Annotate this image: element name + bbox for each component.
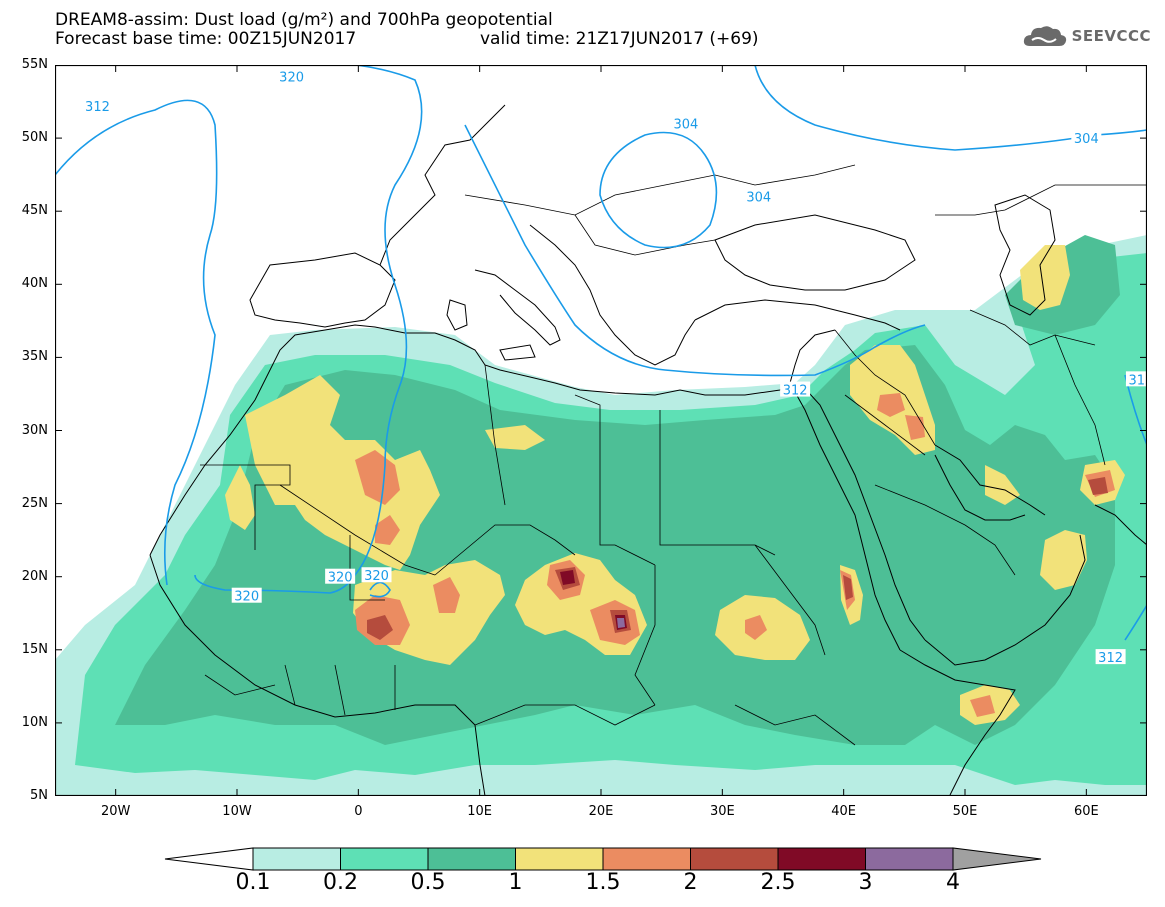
contour-312-central (464, 124, 926, 377)
contour-320 (194, 65, 423, 594)
forecast-base-time: Forecast base time: 00Z15JUN2017 (55, 29, 357, 49)
cloud-icon (1023, 26, 1066, 46)
dust-level-1-oman (1040, 530, 1087, 590)
contour-label: 304 (1074, 132, 1099, 147)
contour-label: 320 (234, 590, 259, 605)
coastlines (149, 104, 1147, 796)
lat-label: 10N (21, 714, 48, 730)
lat-label: 40N (21, 276, 48, 292)
contour-label: 312 (85, 100, 110, 115)
contour-label: 312 (783, 384, 808, 399)
lon-label: 30E (709, 804, 735, 819)
colorbar-low-arrow (164, 847, 254, 871)
lon-label: 40E (831, 804, 857, 819)
map-title: DREAM8-assim: Dust load (g/m²) and 700hP… (55, 10, 553, 30)
dust-shading (55, 235, 1147, 796)
colorbar-box (865, 847, 954, 871)
seevccc-logo: SEEVCCC (1022, 24, 1151, 48)
dust-level-1-caspian (1020, 245, 1070, 310)
dust-level-1-gulf (985, 465, 1020, 505)
contour-label: 312 (1129, 373, 1147, 388)
contour-label-bg (361, 567, 392, 583)
borders (200, 164, 1147, 746)
dust-level-2-e (843, 575, 853, 600)
colorbar-label: 0.2 (323, 870, 358, 895)
colorbar-box (690, 847, 779, 871)
valid-time: valid time: 21Z17JUN2017 (+69) (480, 29, 759, 49)
lat-label: 15N (21, 641, 48, 657)
colorbar-label: 4 (946, 870, 960, 895)
contour-label: 320 (279, 71, 304, 86)
dust-level-1.5-b (375, 515, 400, 545)
colorbar-box (515, 847, 604, 871)
dust-level-2.5-a (560, 570, 575, 585)
contour-label-bg (1125, 371, 1147, 387)
dust-level-2-a (367, 615, 393, 640)
colorbar-high-arrow (952, 847, 1042, 871)
contour-label: 320 (364, 569, 389, 584)
contour-label-bg (276, 68, 307, 84)
dust-level-1.5-j (970, 695, 995, 717)
contour-312-se (1124, 604, 1147, 641)
contour-label: 304 (674, 117, 699, 132)
contour-304-ring (599, 131, 718, 249)
logo-text: SEEVCCC (1071, 27, 1151, 45)
colorbar-label: 2.5 (760, 870, 796, 895)
dust-level-1.5-l (745, 615, 767, 640)
contour-label-bg (1095, 649, 1126, 665)
contour-labels: 312 320 304 304 304 312 312 320 320 320 312 (82, 68, 1147, 666)
lat-label: 30N (21, 422, 48, 438)
contour-label-bg (780, 381, 811, 397)
lon-label: 0 (354, 804, 363, 819)
dust-level-1-algeria (485, 425, 545, 450)
lon-label: 10E (467, 804, 493, 819)
lon-label: 60E (1073, 804, 1099, 819)
dust-level-3 (617, 618, 625, 628)
colorbar-label: 0.1 (235, 870, 271, 895)
lat-label: 55N (21, 57, 48, 72)
contour-label-bg (231, 587, 262, 603)
contour-label-bg (82, 97, 113, 113)
colorbar-label: 1.5 (585, 870, 621, 895)
lon-label: 20W (100, 804, 131, 819)
dust-level-1.5-d (433, 577, 460, 613)
colorbar-box (252, 847, 341, 871)
lon-label: 10W (222, 804, 252, 819)
contour-320-small (369, 581, 391, 598)
dust-map: 312 320 304 304 304 312 312 320 320 320 312 (55, 65, 1147, 796)
lat-label: 5N (30, 788, 48, 803)
lon-label: 50E (952, 804, 978, 819)
colorbar-box (340, 847, 429, 871)
dust-level-1.5-g (877, 393, 905, 417)
contour-label: 304 (746, 191, 771, 206)
lat-label: 35N (21, 349, 48, 365)
colorbar-box (427, 847, 516, 871)
colorbar-box (777, 847, 866, 871)
contour-312-west (55, 99, 218, 586)
contour-label: 320 (328, 571, 353, 586)
contour-label-bg (743, 188, 774, 204)
lon-label: 20E (588, 804, 614, 819)
contour-label: 312 (1098, 651, 1123, 666)
contour-label-bg (1071, 130, 1102, 146)
contour-label-bg (325, 568, 356, 584)
lat-label: 45N (21, 203, 48, 219)
dust-level-2-d (1088, 477, 1108, 495)
dust-level-1-west2 (225, 465, 255, 530)
contour-label-bg (670, 115, 701, 131)
colorbar-label: 1 (508, 870, 523, 895)
dust-level-1.5-h (905, 415, 925, 440)
colorbar-label: 0.5 (410, 870, 446, 895)
lat-label: 50N (21, 130, 48, 146)
colorbar-label: 2 (683, 870, 698, 895)
colorbar-box (602, 847, 691, 871)
lat-label: 20N (21, 568, 48, 584)
axis-ticks (55, 65, 1147, 796)
colorbar (164, 847, 1042, 871)
colorbar-label: 3 (858, 870, 873, 895)
lat-label: 25N (21, 495, 48, 511)
dust-level-1.5-a (355, 450, 400, 505)
